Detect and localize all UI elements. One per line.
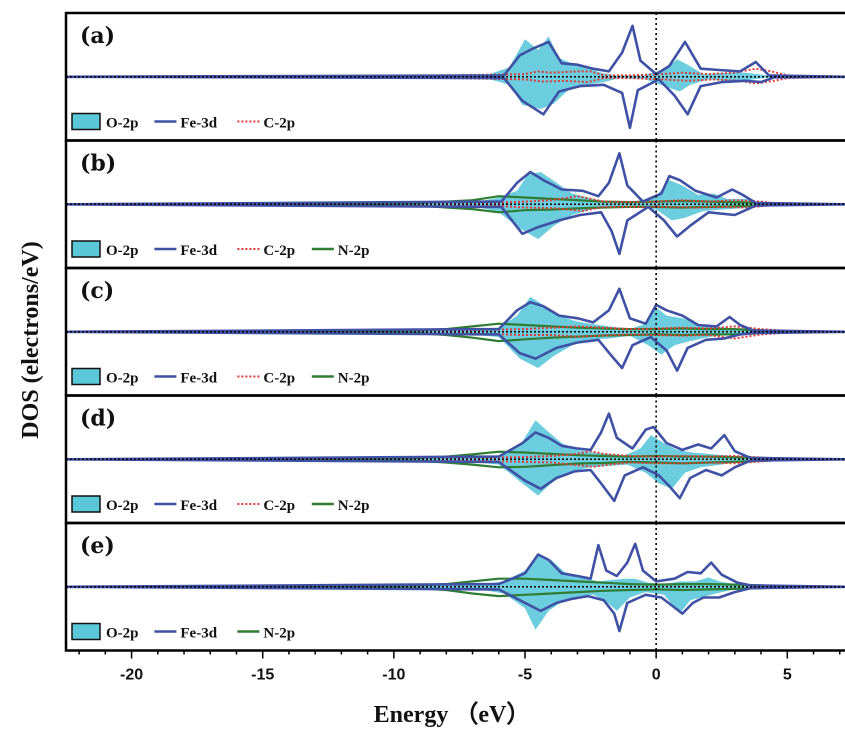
- x-axis: -20 -15 -10 -5 0 5: [78, 650, 841, 684]
- x-tick-label: -20: [120, 667, 143, 684]
- legend-label-c2p: C-2p: [263, 116, 295, 132]
- x-tick-label: 0: [652, 667, 661, 684]
- panel-d: (d) O-2p Fe-3d C-2p N-2p: [64, 394, 845, 525]
- fe3d-down-line: [65, 458, 845, 503]
- legend-swatch-o2p: [71, 240, 101, 258]
- legend-label-c2p: C-2p: [263, 498, 295, 514]
- o2p-down-area: [66, 204, 845, 240]
- legend-label-o2p: O-2p: [106, 498, 139, 514]
- legend-label-o2p: O-2p: [106, 371, 139, 387]
- o2p-down-area: [66, 331, 845, 368]
- fe3d-up-line: [65, 412, 845, 461]
- legend-label-n2p: N-2p: [263, 626, 295, 642]
- x-tick-label: -5: [518, 667, 532, 684]
- legend-label-o2p: O-2p: [106, 116, 139, 132]
- x-tick-label: 5: [783, 667, 792, 684]
- legend-swatch-o2p: [71, 112, 101, 131]
- legend-label-fe3d: Fe-3d: [180, 498, 217, 514]
- legend-label-fe3d: Fe-3d: [180, 116, 217, 132]
- legend-label-fe3d: Fe-3d: [180, 626, 217, 642]
- panel-label: (c): [80, 278, 114, 304]
- panel-c: (c) O-2p Fe-3d C-2p N-2p: [64, 266, 845, 397]
- legend-swatch-o2p: [71, 622, 101, 641]
- legend-label-fe3d: Fe-3d: [180, 243, 217, 259]
- legend-label-n2p: N-2p: [338, 498, 370, 514]
- panel-frame: [64, 521, 845, 652]
- fe3d-down-line: [65, 75, 845, 130]
- panel-label: (e): [80, 533, 115, 559]
- panel-label: (d): [80, 406, 116, 432]
- fe3d-down-line: [65, 585, 845, 633]
- o2p-up-area: [66, 420, 845, 460]
- fe3d-up-line: [65, 287, 845, 334]
- panel-a: (a) O-2p Fe-3d C-2p: [64, 11, 845, 142]
- o2p-up-area: [66, 172, 845, 205]
- fe3d-up-line: [65, 542, 845, 589]
- x-tick-label: -15: [251, 667, 274, 684]
- x-tick-label: -10: [382, 667, 405, 684]
- legend-label-c2p: C-2p: [263, 243, 295, 259]
- legend-swatch-o2p: [71, 367, 101, 386]
- panel-label: (b): [80, 151, 116, 177]
- legend-label-fe3d: Fe-3d: [180, 371, 217, 387]
- legend-swatch-o2p: [71, 495, 101, 513]
- panel-label: (a): [80, 23, 115, 49]
- fe3d-down-line: [65, 330, 845, 372]
- fe3d-up-line: [65, 152, 845, 206]
- legend-label-c2p: C-2p: [263, 371, 295, 387]
- o2p-up-area: [66, 296, 845, 332]
- x-axis-label: Energy （eV）: [374, 701, 531, 728]
- o2p-up-area: [66, 553, 845, 587]
- legend-label-n2p: N-2p: [338, 243, 370, 259]
- fe3d-up-line: [65, 24, 845, 79]
- y-axis-label: DOS (electrons/eV): [18, 241, 44, 439]
- legend-label-n2p: N-2p: [338, 371, 370, 387]
- legend-label-o2p: O-2p: [106, 243, 139, 259]
- legend-label-o2p: O-2p: [106, 626, 139, 642]
- fe3d-down-line: [65, 203, 845, 256]
- panel-b: (b) O-2p Fe-3d C-2p N-2p: [64, 139, 845, 270]
- panel-e: (e) O-2p Fe-3d N-2p: [64, 521, 845, 652]
- o2p-down-area: [66, 459, 845, 496]
